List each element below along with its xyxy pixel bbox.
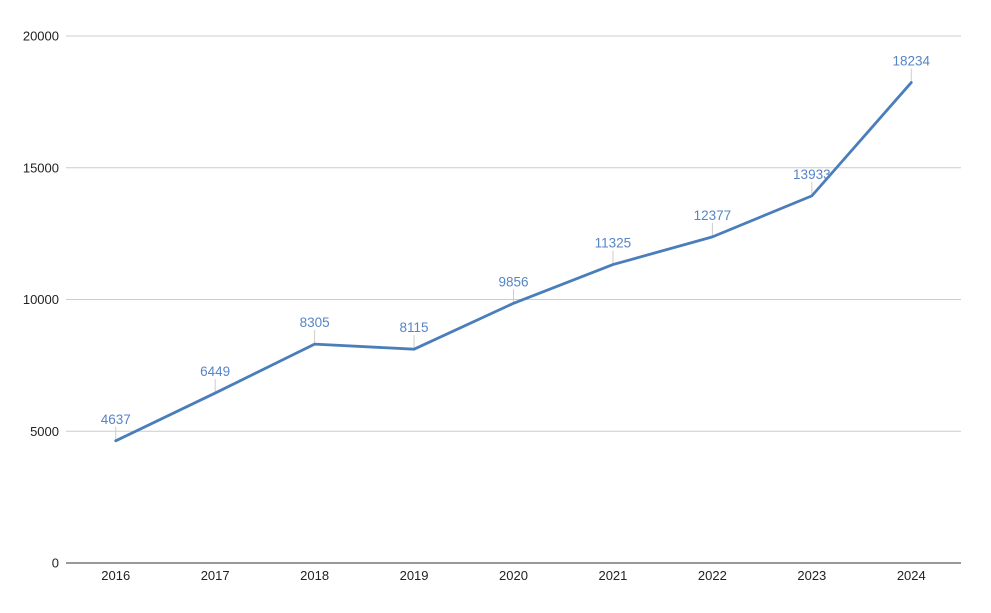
y-axis-tick-label: 0 bbox=[52, 556, 59, 571]
x-axis-tick-label: 2016 bbox=[101, 568, 130, 583]
y-axis-tick-label: 20000 bbox=[23, 29, 59, 44]
data-point-label: 12377 bbox=[694, 208, 732, 223]
y-axis-tick-label: 15000 bbox=[23, 160, 59, 175]
x-axis-tick-label: 2024 bbox=[897, 568, 926, 583]
y-axis-tick-label: 5000 bbox=[30, 424, 59, 439]
x-axis-tick-label: 2020 bbox=[499, 568, 528, 583]
x-axis-tick-label: 2021 bbox=[598, 568, 627, 583]
series-line bbox=[114, 81, 913, 443]
data-point-label: 9856 bbox=[498, 274, 528, 289]
data-point-label: 13933 bbox=[793, 167, 831, 182]
data-point-label: 8305 bbox=[300, 315, 330, 330]
x-axis-tick-label: 2019 bbox=[400, 568, 429, 583]
x-axis-tick-label: 2022 bbox=[698, 568, 727, 583]
x-axis-tick-label: 2018 bbox=[300, 568, 329, 583]
data-point-label: 18234 bbox=[893, 54, 931, 69]
x-axis-tick-label: 2023 bbox=[797, 568, 826, 583]
data-point-label: 6449 bbox=[200, 364, 230, 379]
data-point-label: 8115 bbox=[400, 320, 429, 335]
data-point-label: 4637 bbox=[101, 412, 131, 427]
y-axis-tick-label: 10000 bbox=[23, 292, 59, 307]
x-axis-tick-label: 2017 bbox=[201, 568, 230, 583]
data-point-label: 11325 bbox=[595, 236, 632, 251]
